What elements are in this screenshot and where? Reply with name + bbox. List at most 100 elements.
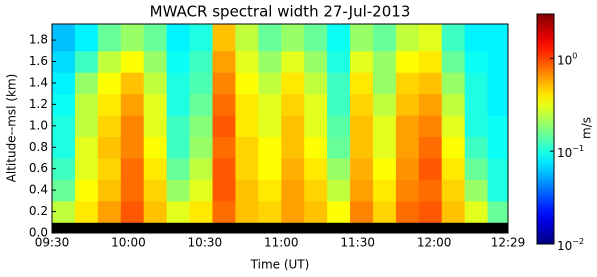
x-tick-label: 12:29 [491,236,526,250]
heatmap-cell [281,158,304,180]
heatmap-cell [304,222,327,233]
heatmap-cell [212,222,235,233]
heatmap-cell [350,24,373,51]
heatmap-cell [488,201,509,223]
heatmap-cell [281,72,304,94]
heatmap-cell [98,179,121,201]
heatmap-cell [442,51,465,73]
heatmap-cell [75,137,98,159]
heatmap-cell [235,72,258,94]
heatmap-cell [327,115,350,137]
colorbar-label: m/s [580,117,594,139]
heatmap-cell [373,115,396,137]
heatmap-cell [465,179,488,201]
heatmap-cell [144,115,167,137]
heatmap-cell [258,51,281,73]
heatmap-cell [167,94,190,116]
heatmap-cell [258,94,281,116]
y-tick-label: 1.2 [29,97,48,111]
heatmap-cell [98,115,121,137]
heatmap-cell [235,94,258,116]
heatmap-cell [281,179,304,201]
heatmap-cell [396,115,419,137]
colorbar-tick-exponent: −2 [572,237,584,246]
heatmap-cell [350,94,373,116]
x-tick-label: 12:00 [417,236,452,250]
heatmap-cell [373,179,396,201]
y-tick-label: 0.0 [29,226,48,240]
heatmap-cell [442,24,465,51]
heatmap-cell [121,51,144,73]
heatmap-cell [488,51,509,73]
heatmap-cell [327,222,350,233]
x-tick-label: 10:30 [188,236,223,250]
heatmap-cell [350,179,373,201]
heatmap-cell [121,115,144,137]
heatmap-cell [419,137,442,159]
heatmap-cell [258,115,281,137]
heatmap-cell [281,24,304,51]
heatmap-cell [327,24,350,51]
heatmap-cell [465,201,488,223]
heatmap-cell [419,222,442,233]
heatmap-cell [121,72,144,94]
chart: MWACR spectral width 27-Jul-2013 Time (U… [0,0,597,277]
heatmap-cell [396,179,419,201]
heatmap-cell [212,24,235,51]
heatmap-cell [190,201,213,223]
colorbar-tick-exponent: −1 [572,144,584,153]
heatmap-cell [167,158,190,180]
heatmap-cell [144,137,167,159]
heatmap-cell [350,51,373,73]
heatmap-cell [488,24,509,51]
heatmap-cell [258,72,281,94]
heatmap-cell [304,51,327,73]
heatmap-cell [281,201,304,223]
heatmap-cell [465,94,488,116]
y-tick-label: 0.6 [29,161,48,175]
heatmap-cell [144,179,167,201]
heatmap-cell [258,222,281,233]
heatmap-cell [373,24,396,51]
heatmap-cell [465,51,488,73]
x-tick-label: 11:00 [264,236,299,250]
heatmap-cell [258,179,281,201]
heatmap-cell [98,94,121,116]
heatmap-cell [121,222,144,233]
heatmap-cell [488,158,509,180]
colorbar-tick-label: 100 [557,51,577,67]
heatmap-cell [98,51,121,73]
heatmap-cell [327,137,350,159]
heatmap-cell [350,222,373,233]
heatmap-cell [419,24,442,51]
heatmap-cell [327,158,350,180]
heatmap-cell [442,201,465,223]
colorbar-tick-label: 10−2 [557,237,584,253]
heatmap-cell [167,222,190,233]
heatmap-cell [350,137,373,159]
heatmap-cell [396,201,419,223]
heatmap-cell [212,179,235,201]
heatmap-cell [258,158,281,180]
heatmap-cell [281,222,304,233]
heatmap-cell [98,72,121,94]
heatmap-cell [235,137,258,159]
heatmap-cell [190,72,213,94]
heatmap-cell [121,158,144,180]
heatmap-cell [465,72,488,94]
heatmap-cell [258,137,281,159]
heatmap-cell [235,201,258,223]
heatmap-cell [144,94,167,116]
heatmap-cell [144,158,167,180]
heatmap-cell [212,137,235,159]
y-tick-label: 0.8 [29,140,48,154]
heatmap-cell [121,201,144,223]
heatmap-cell [190,51,213,73]
heatmap-cell [304,179,327,201]
heatmap-cell [121,179,144,201]
heatmap-cell [212,51,235,73]
heatmap-cell [327,201,350,223]
colorbar [537,14,554,244]
heatmap-cell [304,201,327,223]
heatmap-cell [327,72,350,94]
